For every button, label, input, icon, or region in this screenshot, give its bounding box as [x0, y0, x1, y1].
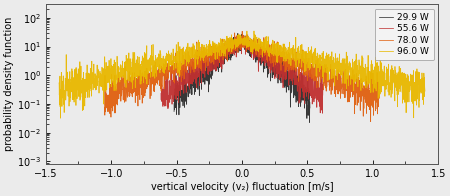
96.0 W [363, 63, 368, 65]
96.0 W [378, 83, 384, 85]
X-axis label: vertical velocity (v₂) fluctuation [m/s]: vertical velocity (v₂) fluctuation [m/s] [151, 182, 333, 192]
55.6 W [262, 51, 267, 54]
55.6 W [195, 75, 201, 78]
78.0 W [363, 92, 368, 95]
Line: 78.0 W: 78.0 W [105, 31, 379, 122]
96.0 W [393, 81, 399, 83]
Line: 96.0 W: 96.0 W [59, 31, 425, 118]
Line: 29.9 W: 29.9 W [174, 34, 310, 122]
Y-axis label: probability density function: probability density function [4, 17, 14, 151]
Legend: 29.9 W, 55.6 W, 78.0 W, 96.0 W: 29.9 W, 55.6 W, 78.0 W, 96.0 W [375, 9, 434, 61]
96.0 W [195, 57, 201, 59]
78.0 W [262, 55, 267, 57]
78.0 W [195, 49, 201, 51]
Line: 55.6 W: 55.6 W [161, 35, 323, 113]
29.9 W [195, 88, 201, 91]
96.0 W [262, 52, 267, 54]
29.9 W [262, 62, 267, 64]
